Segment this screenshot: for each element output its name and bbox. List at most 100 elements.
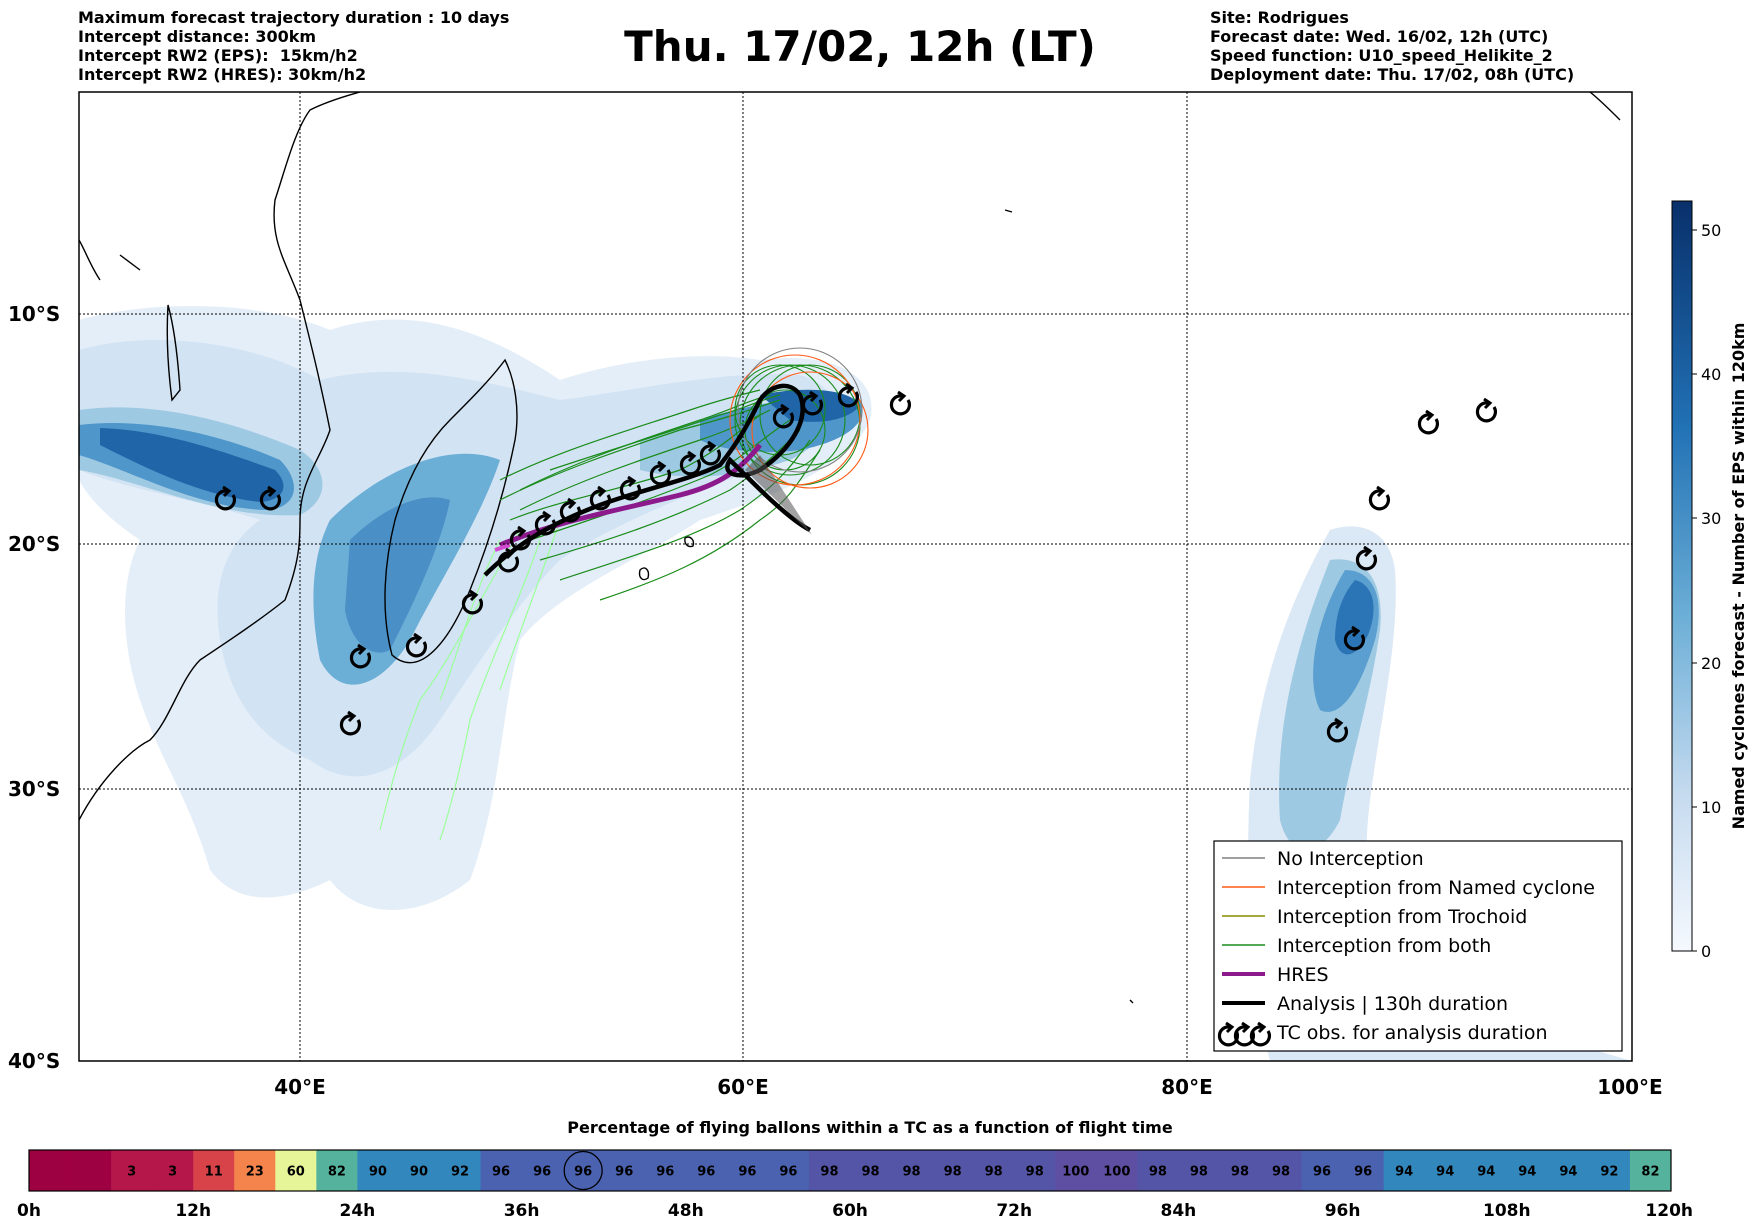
time-bar-cell <box>1506 1150 1549 1191</box>
time-bar-cell <box>439 1150 482 1191</box>
time-bar-cell <box>1588 1150 1631 1191</box>
time-bar-value: 3 <box>168 1165 177 1180</box>
lon-label-80e: 80°E <box>1161 1075 1213 1099</box>
lat-label-30s: 30°S <box>8 777 60 801</box>
time-bar-cell <box>1014 1150 1056 1191</box>
intercept-hres-text: Intercept RW2 (HRES): 30km/h2 <box>78 65 367 84</box>
lat-label-20s: 20°S <box>8 532 60 556</box>
time-bar-value: 96 <box>738 1165 756 1180</box>
time-bar-cell <box>234 1150 276 1191</box>
time-bar-cell <box>29 1150 71 1191</box>
legend-hres: HRES <box>1277 964 1329 986</box>
time-bar-tick-label: 12h <box>175 1201 211 1221</box>
time-bar-cell <box>808 1150 851 1191</box>
header-left-info: Maximum forecast trajectory duration : 1… <box>78 8 509 84</box>
page-title: Thu. 17/02, 12h (LT) <box>624 22 1096 71</box>
time-bar-value: 98 <box>1149 1165 1167 1180</box>
lat-label-40s: 40°S <box>8 1049 60 1073</box>
time-bar-tick-label: 84h <box>1161 1201 1197 1221</box>
density-colorbar: 0 10 20 30 40 50 Named cyclones forecast… <box>1671 200 1748 961</box>
deployment-date-text: Deployment date: Thu. 17/02, 08h (UTC) <box>1210 65 1575 84</box>
legend-analysis: Analysis | 130h duration <box>1277 993 1508 1015</box>
lon-label-100e: 100°E <box>1597 1075 1662 1099</box>
time-bar-cell <box>1055 1150 1097 1191</box>
time-bar: 3 3 11 23 60 82 90 90 92 96 96 96 96 96 96 96 96 98 98 98 98… <box>29 1150 1672 1191</box>
cyclone-density-west <box>79 306 872 910</box>
colorbar-title: Named cyclones forecast - Number of EPS … <box>1729 323 1748 830</box>
legend-named-cyclone: Interception from Named cyclone <box>1277 877 1595 899</box>
time-bar-value: 96 <box>779 1165 797 1180</box>
time-bar-value: 96 <box>533 1165 551 1180</box>
speed-function-text: Speed function: U10_speed_Helikite_2 <box>1210 46 1553 65</box>
map-legend: No Interception Interception from Named … <box>1213 840 1623 1052</box>
time-bar-cell <box>521 1150 564 1191</box>
time-bar-cell <box>398 1150 440 1191</box>
time-bar-cell <box>1424 1150 1467 1191</box>
time-bar-tick-label: 48h <box>668 1201 704 1221</box>
time-bar-cell <box>111 1150 153 1191</box>
time-bar-value: 100 <box>1103 1165 1130 1180</box>
colorbar-tick-30: 30 <box>1701 509 1721 528</box>
time-bar-cell <box>1219 1150 1261 1191</box>
time-bar-border <box>28 1149 1672 1192</box>
map-border <box>78 91 1633 1062</box>
colorbar-tick-40: 40 <box>1701 365 1721 384</box>
time-bar-tick-label: 60h <box>832 1201 868 1221</box>
time-bar-cell <box>726 1150 769 1191</box>
trajectories <box>379 347 869 841</box>
time-bar-value: 98 <box>1231 1165 1249 1180</box>
time-bar-cell <box>1383 1150 1426 1191</box>
time-bar-cell <box>1301 1150 1344 1191</box>
time-bar-cell <box>193 1150 235 1191</box>
max-duration-text: Maximum forecast trajectory duration : 1… <box>78 8 510 27</box>
time-bar-cell <box>70 1150 112 1191</box>
time-bar-value: 94 <box>1559 1165 1577 1180</box>
time-bar-tick-label: 36h <box>504 1201 540 1221</box>
lat-label-10s: 10°S <box>8 302 60 326</box>
time-bar-value: 3 <box>127 1165 136 1180</box>
time-bar-tick-label: 72h <box>996 1201 1032 1221</box>
legend-both: Interception from both <box>1277 935 1491 957</box>
time-bar-value: 98 <box>1190 1165 1208 1180</box>
time-bar-cell <box>480 1150 523 1191</box>
colorbar-tick-0: 0 <box>1701 942 1711 961</box>
time-bar-cell <box>316 1150 358 1191</box>
time-bar-tick-label: 108h <box>1483 1201 1531 1221</box>
time-bar-cell <box>1137 1150 1179 1191</box>
time-bar-value: 98 <box>820 1165 838 1180</box>
time-bar-cell <box>767 1150 810 1191</box>
time-bar-title: Percentage of flying ballons within a TC… <box>567 1118 1173 1137</box>
header-right-info: Site: Rodrigues Forecast date: Wed. 16/0… <box>1210 8 1574 84</box>
time-bar-cell <box>891 1150 933 1191</box>
intercept-distance-text: Intercept distance: 300km <box>78 27 317 46</box>
lon-label-40e: 40°E <box>274 1075 326 1099</box>
time-bar-tick-label: 0h <box>17 1201 41 1221</box>
time-bar-value: 96 <box>1354 1165 1372 1180</box>
time-bar-value: 96 <box>492 1165 510 1180</box>
time-bar-cell <box>973 1150 1015 1191</box>
time-bar-cell <box>932 1150 974 1191</box>
legend-no-interception: No Interception <box>1277 848 1424 870</box>
coastlines <box>79 92 1621 1004</box>
time-bar-value: 98 <box>861 1165 879 1180</box>
time-bar-value: 92 <box>1600 1165 1618 1180</box>
time-bar-value: 98 <box>944 1165 962 1180</box>
time-bar-value: 11 <box>205 1165 223 1180</box>
time-bar-cell <box>1342 1150 1385 1191</box>
time-bar-cell <box>603 1150 646 1191</box>
time-bar-cell <box>1629 1150 1672 1191</box>
time-bar-value: 96 <box>574 1165 592 1180</box>
forecast-date-text: Forecast date: Wed. 16/02, 12h (UTC) <box>1210 27 1549 46</box>
time-bar-value: 90 <box>369 1165 387 1180</box>
lon-label-60e: 60°E <box>717 1075 769 1099</box>
time-bar-value: 94 <box>1518 1165 1536 1180</box>
time-bar-cell <box>1178 1150 1220 1191</box>
time-bar-value: 92 <box>451 1165 469 1180</box>
colorbar-tick-10: 10 <box>1701 798 1721 817</box>
time-bar-value: 90 <box>410 1165 428 1180</box>
legend-trochoid: Interception from Trochoid <box>1277 906 1527 928</box>
time-bar-value: 60 <box>287 1165 305 1180</box>
time-bar-cell <box>1465 1150 1508 1191</box>
legend-tc-obs: TC obs. for analysis duration <box>1276 1022 1548 1044</box>
